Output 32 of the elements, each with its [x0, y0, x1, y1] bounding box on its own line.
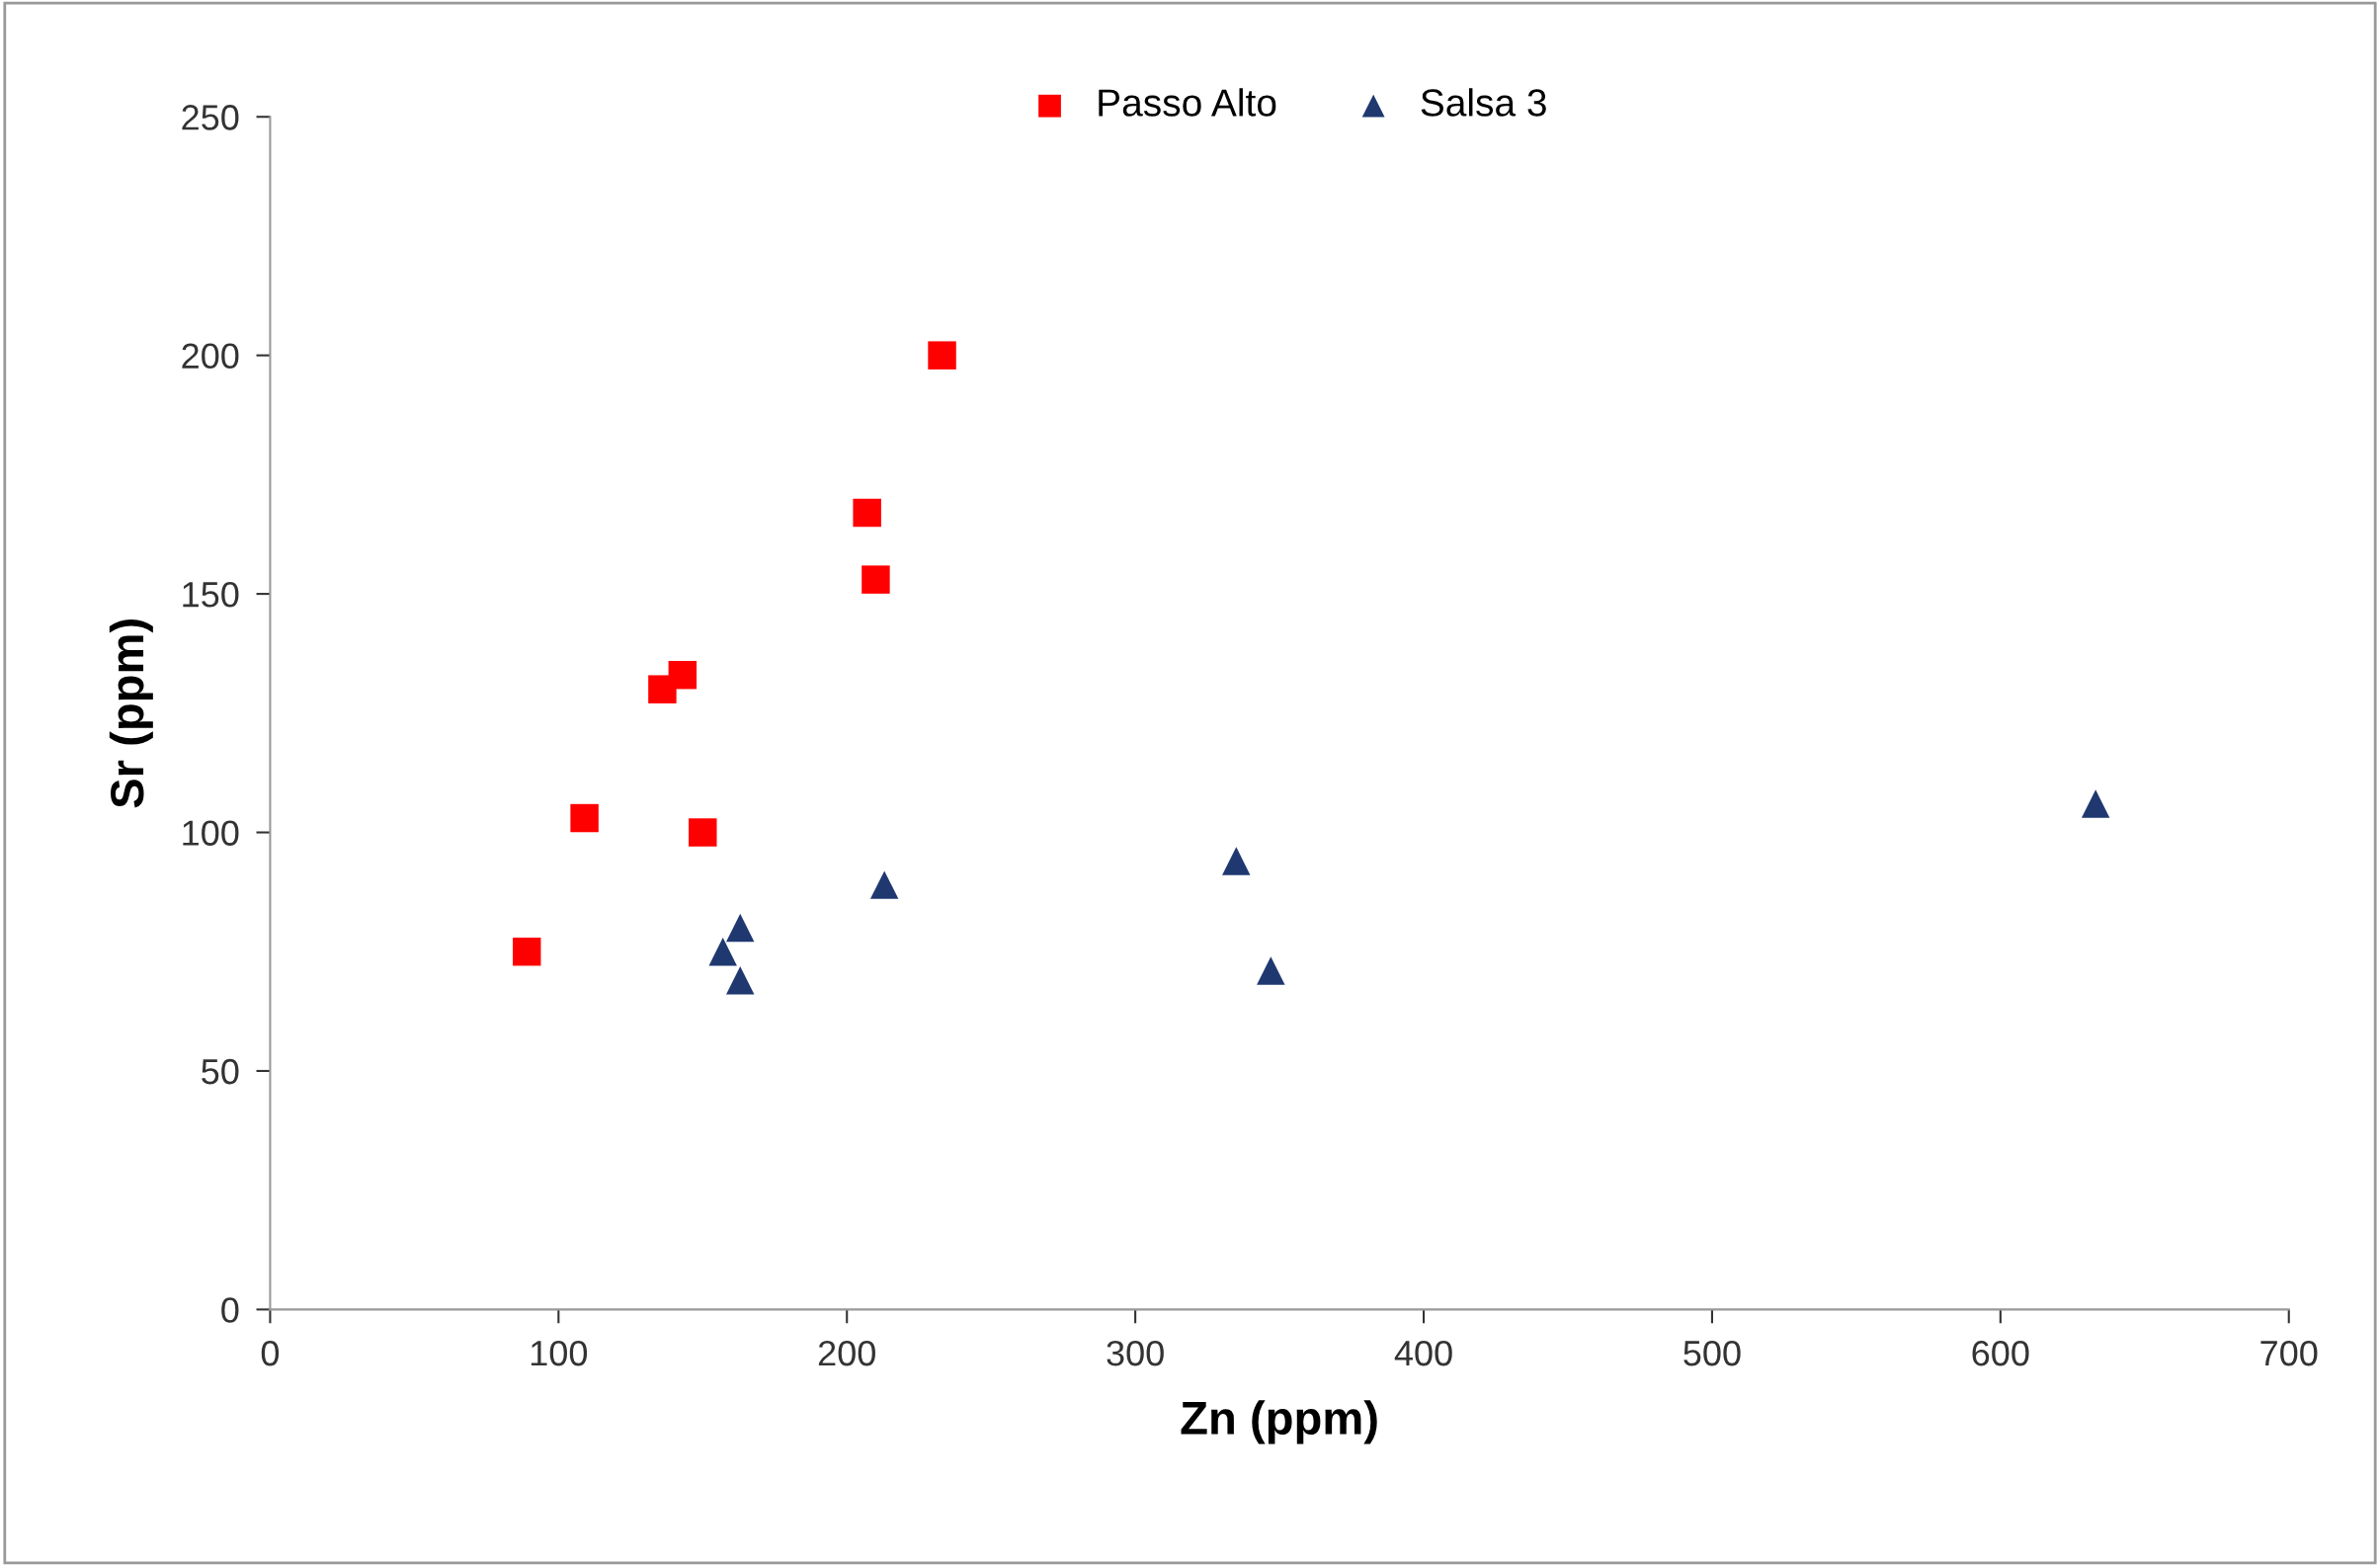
y-axis-title: Sr (ppm) [109, 619, 153, 808]
x-tick-label: 0 [261, 1340, 280, 1366]
y-tick-label: 200 [182, 343, 239, 370]
x-tick-label: 100 [531, 1340, 588, 1366]
point [725, 965, 755, 995]
point [689, 818, 717, 847]
y-tick-label: 250 [182, 105, 239, 130]
x-tick-label: 200 [818, 1340, 875, 1366]
point [928, 341, 956, 370]
point [1222, 847, 1251, 875]
x-tick-label: 600 [1972, 1340, 2029, 1366]
point [2081, 789, 2110, 818]
y-tick-label: 0 [221, 1297, 239, 1323]
point [869, 870, 899, 899]
point [512, 938, 541, 966]
point [725, 913, 755, 943]
y-tick-label: 50 [202, 1058, 239, 1085]
point [570, 803, 599, 833]
point [862, 565, 890, 594]
legend-label: Salsa 3 [1421, 88, 1546, 117]
x-tick-label: 400 [1394, 1340, 1452, 1366]
x-tick-label: 300 [1107, 1340, 1164, 1366]
y-tick-label: 100 [183, 820, 239, 846]
x-axis-title: Zn (ppm) [1181, 1400, 1377, 1444]
point [853, 498, 881, 528]
x-tick-label: 500 [1683, 1340, 1741, 1366]
point [708, 938, 737, 966]
point [1257, 956, 1285, 985]
x-tick-label: 700 [2260, 1340, 2318, 1366]
point [668, 660, 698, 690]
legend-label: Passo Alto [1099, 88, 1276, 117]
y-tick-label: 150 [183, 581, 239, 608]
